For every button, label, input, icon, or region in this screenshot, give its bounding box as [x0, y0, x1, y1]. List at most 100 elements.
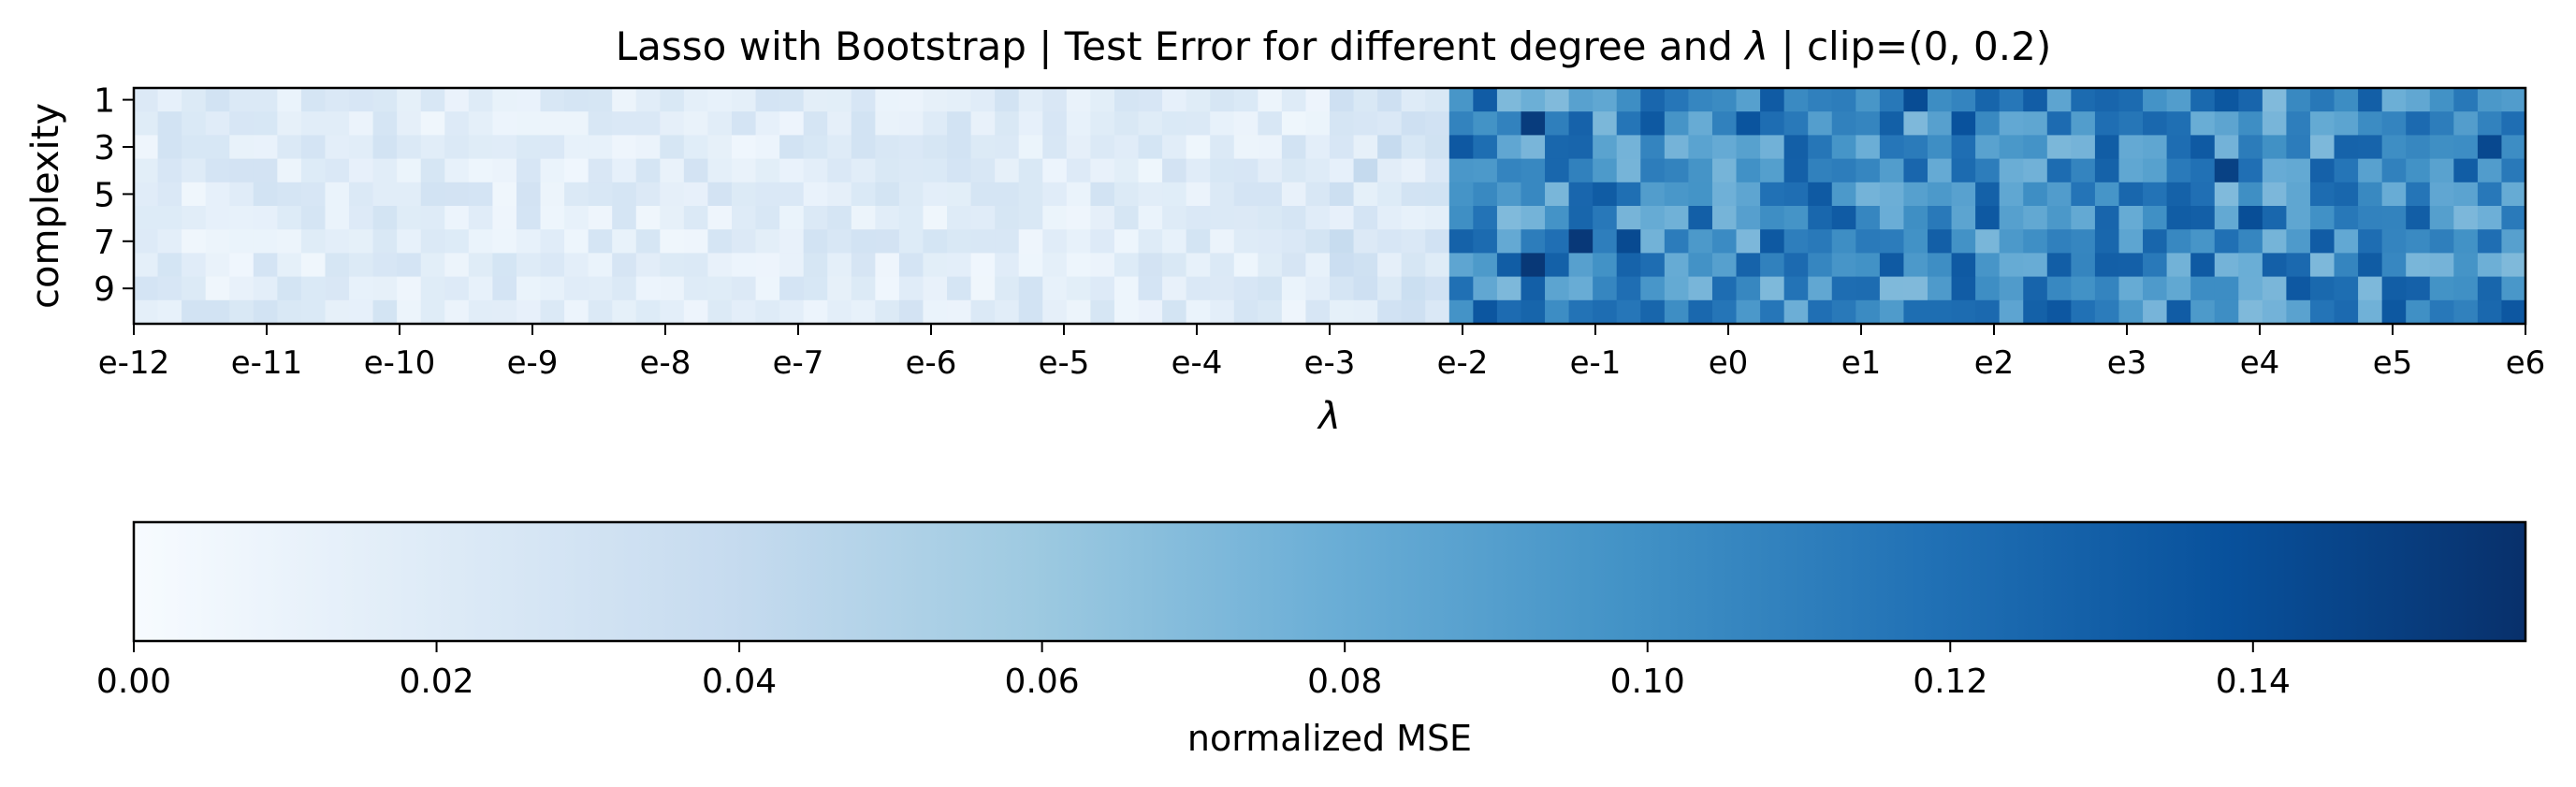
heatmap-cell: [2429, 206, 2454, 230]
heatmap-cell: [2309, 229, 2336, 254]
heatmap-cell: [1066, 182, 1091, 207]
heatmap-cell: [2238, 135, 2263, 160]
heatmap-cell: [444, 158, 470, 183]
heatmap-cell: [2501, 158, 2526, 183]
heatmap-cell: [516, 276, 542, 301]
heatmap-cell: [898, 111, 924, 136]
heatmap-cell: [182, 158, 207, 183]
heatmap-cell: [827, 88, 852, 112]
heatmap-cell: [970, 276, 996, 301]
heatmap-cell: [157, 206, 182, 230]
heatmap-cell: [1879, 135, 1905, 160]
heatmap-cell: [1783, 88, 1809, 112]
heatmap-cell: [779, 135, 805, 160]
x-tick-label: e-3: [1304, 344, 1356, 382]
heatmap-cell: [420, 253, 445, 278]
heatmap-cell: [1928, 135, 1953, 160]
heatmap-cell: [2190, 206, 2216, 230]
heatmap-cell: [947, 253, 972, 278]
heatmap-cell: [2071, 135, 2096, 160]
heatmap-cell: [2118, 135, 2144, 160]
heatmap-cell: [1688, 229, 1713, 254]
heatmap-cell: [2238, 276, 2263, 301]
heatmap-cell: [2094, 88, 2120, 112]
heatmap-cell: [2023, 276, 2048, 301]
heatmap-cell: [2453, 299, 2479, 325]
heatmap-cell: [1425, 158, 1450, 183]
heatmap-cell: [492, 253, 517, 278]
heatmap-cell: [182, 299, 207, 325]
heatmap-cell: [1090, 111, 1115, 136]
heatmap-cell: [612, 229, 637, 254]
heatmap-cell: [2071, 253, 2096, 278]
heatmap-cell: [1856, 135, 1881, 160]
heatmap-cell: [1856, 111, 1881, 136]
heatmap-cell: [1951, 135, 1976, 160]
heatmap-cell: [898, 229, 924, 254]
heatmap-cell: [1593, 299, 1618, 325]
heatmap-cell: [1473, 253, 1498, 278]
heatmap-cell: [2238, 182, 2263, 207]
heatmap-cell: [851, 135, 876, 160]
heatmap-cell: [2046, 182, 2072, 207]
colorbar-label: normalized MSE: [1187, 718, 1472, 759]
heatmap-cell: [1688, 111, 1713, 136]
heatmap-cell: [253, 182, 278, 207]
heatmap-cell: [1090, 229, 1115, 254]
heatmap-cell: [1233, 253, 1259, 278]
heatmap-cell: [1831, 276, 1856, 301]
heatmap-cell: [1281, 135, 1307, 160]
heatmap-cell: [2166, 182, 2191, 207]
heatmap-cell: [995, 299, 1020, 325]
heatmap-cell: [732, 276, 757, 301]
heatmap-cell: [2358, 206, 2383, 230]
heatmap-cell: [1330, 88, 1355, 112]
heatmap-cell: [1593, 182, 1618, 207]
y-tick-label: 9: [94, 270, 115, 309]
heatmap-cell: [803, 299, 828, 325]
heatmap-cell: [182, 229, 207, 254]
heatmap-cell: [300, 182, 327, 207]
heatmap-cell: [397, 206, 422, 230]
heatmap-cell: [635, 253, 661, 278]
heatmap-cell: [779, 111, 805, 136]
heatmap-cell: [444, 111, 470, 136]
heatmap-cell: [707, 88, 733, 112]
heatmap-cell: [851, 276, 876, 301]
heatmap-cell: [2071, 111, 2096, 136]
heatmap-cell: [182, 182, 207, 207]
heatmap-cell: [420, 206, 445, 230]
heatmap-cell: [2406, 299, 2431, 325]
heatmap-cell: [349, 253, 374, 278]
heatmap-cell: [2166, 299, 2191, 325]
heatmap-cell: [2143, 206, 2168, 230]
heatmap-cell: [420, 229, 445, 254]
heatmap-cell: [1545, 182, 1570, 207]
heatmap-cell: [1210, 229, 1235, 254]
heatmap-cell: [970, 229, 996, 254]
heatmap-cell: [1640, 182, 1666, 207]
heatmap-cell: [683, 299, 709, 325]
heatmap-cell: [2453, 135, 2479, 160]
heatmap-cell: [2406, 88, 2431, 112]
heatmap-cell: [2166, 206, 2191, 230]
heatmap-cell: [1975, 206, 2001, 230]
heatmap-cell: [1711, 88, 1738, 112]
heatmap-cell: [1401, 276, 1426, 301]
heatmap-cell: [1711, 158, 1738, 183]
heatmap-cell: [1808, 229, 1833, 254]
heatmap-cell: [2214, 206, 2239, 230]
heatmap-cell: [1330, 111, 1355, 136]
heatmap-cell: [827, 229, 852, 254]
x-tick-label: e-5: [1039, 344, 1090, 382]
heatmap-cell: [1688, 206, 1713, 230]
heatmap-cell: [468, 253, 493, 278]
heatmap-cell: [1903, 229, 1928, 254]
heatmap-cell: [229, 88, 255, 112]
heatmap-cell: [1258, 135, 1283, 160]
heatmap-cell: [2453, 276, 2479, 301]
heatmap-cell: [755, 182, 780, 207]
heatmap-cell: [1879, 206, 1905, 230]
heatmap-cell: [707, 158, 733, 183]
heatmap-cell: [1401, 135, 1426, 160]
